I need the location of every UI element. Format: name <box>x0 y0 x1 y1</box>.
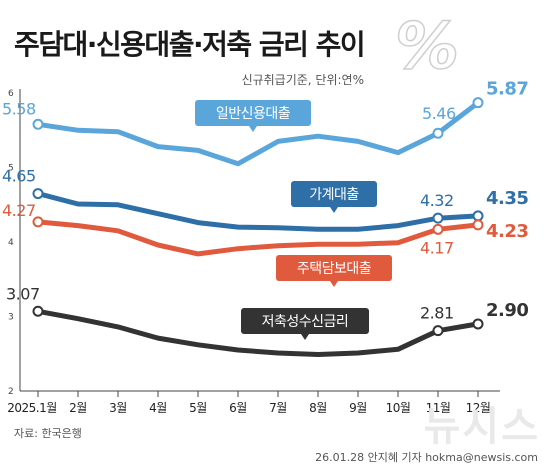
data-point-marker <box>432 127 444 139</box>
y-tick-label: 2 <box>8 387 14 397</box>
series-line-3 <box>35 308 481 357</box>
series-badge-pointer <box>301 334 309 340</box>
newsis-watermark: 뉴시스 <box>424 404 540 450</box>
x-tick-label: 12월 <box>466 401 491 415</box>
data-label: 5.87 <box>486 79 528 100</box>
chart-subtitle: 신규취급기준, 단위:연% <box>242 73 364 87</box>
series-badge-box <box>276 255 392 281</box>
x-tick-label: 2025.1월 <box>7 401 57 415</box>
x-tick-label: 10월 <box>386 401 411 415</box>
series-badge-box <box>195 100 311 126</box>
data-point-marker <box>472 219 484 231</box>
series-badge-pointer <box>330 207 338 213</box>
series-badge: 일반신용대출 <box>195 100 311 132</box>
x-tick-label: 3월 <box>109 401 127 415</box>
y-tick-label: 4 <box>8 238 14 248</box>
series-badge-pointer <box>330 281 338 287</box>
data-label: 4.17 <box>420 238 454 257</box>
source-text: 자료: 한국은행 <box>14 427 82 440</box>
data-point-marker <box>432 223 444 235</box>
x-tick-label: 7월 <box>269 401 287 415</box>
x-axis: 2025.1월 2월 3월 4월 5월 6월 7월 8월 9월 10월 11월 12월 <box>7 390 500 415</box>
y-tick-label: 3 <box>8 313 14 323</box>
series-name: 가계대출 <box>309 187 359 203</box>
y-tick-label: 5 <box>8 164 14 174</box>
data-point-marker <box>472 318 484 330</box>
y-tick-label: 6 <box>8 89 14 99</box>
y-axis: 2 3 4 5 6 <box>8 89 21 397</box>
data-label: 2.81 <box>420 304 454 323</box>
x-tick-label: 2월 <box>69 401 87 415</box>
series-badge: 가계대출 <box>291 181 377 213</box>
data-label: 4.27 <box>2 201 36 220</box>
x-tick-label: 4월 <box>149 401 167 415</box>
data-label: 4.35 <box>486 188 528 209</box>
data-label: 4.23 <box>486 221 528 242</box>
data-point-marker <box>32 216 44 228</box>
series-badge: 주택담보대출 <box>276 255 392 287</box>
series-name: 주택담보대출 <box>297 261 372 277</box>
x-tick-label: 5월 <box>189 401 207 415</box>
data-label: 3.07 <box>6 284 40 303</box>
x-tick-label: 6월 <box>229 401 247 415</box>
series-line-2 <box>35 219 481 257</box>
series-badge-pointer <box>249 126 257 132</box>
data-label: 4.65 <box>2 167 36 186</box>
series-badge-box <box>291 181 377 207</box>
series-line-1 <box>35 191 481 232</box>
series-line-0 <box>35 100 481 167</box>
data-point-marker <box>432 325 444 337</box>
series-layer <box>32 97 484 357</box>
data-point-marker <box>32 188 44 200</box>
series-name: 일반신용대출 <box>216 106 291 122</box>
data-label: 2.90 <box>486 300 528 321</box>
data-point-marker <box>472 210 484 222</box>
chart-title: 주담대·신용대출·저축 금리 추이 <box>14 28 364 61</box>
data-point-marker <box>432 212 444 224</box>
percent-symbol-decoration: % <box>395 10 459 84</box>
value-labels: 5.58 5.46 5.87 4.65 4.32 4.35 4.27 4.17 4.23 3.07… <box>2 79 529 323</box>
data-label: 5.58 <box>2 99 36 118</box>
data-point-marker <box>32 305 44 317</box>
data-label: 5.46 <box>422 104 456 123</box>
series-badge-box <box>241 308 369 334</box>
data-label: 4.32 <box>420 191 454 210</box>
x-tick-label: 8월 <box>309 401 327 415</box>
series-badge: 저축성수신금리 <box>241 308 369 340</box>
data-point-marker <box>472 97 484 109</box>
data-point-marker <box>32 118 44 130</box>
x-tick-label: 9월 <box>349 401 367 415</box>
x-tick-label: 11월 <box>426 401 451 415</box>
series-name: 저축성수신금리 <box>262 314 349 330</box>
byline-text: 26.01.28 안지혜 기자 hokma@newsis.com <box>315 451 538 464</box>
